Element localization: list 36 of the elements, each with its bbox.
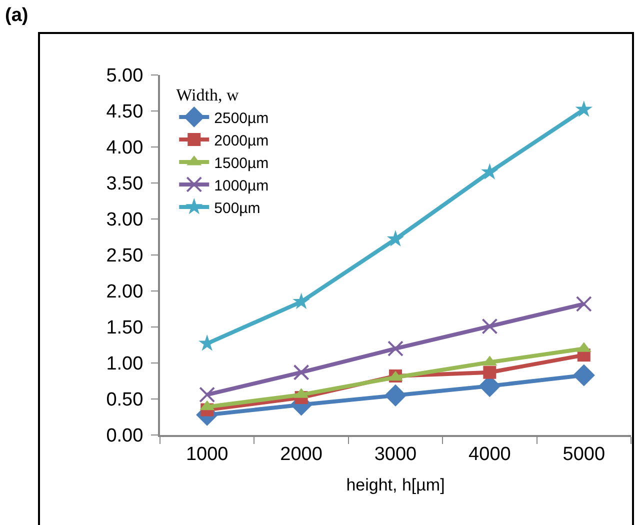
x-axis-title: height, h[µm] <box>346 476 445 495</box>
legend-label: 1500µm <box>214 154 269 172</box>
legend-label: 2000µm <box>214 132 269 150</box>
point <box>575 100 593 117</box>
y-tick-label: 5.00 <box>106 66 144 87</box>
point <box>199 386 216 403</box>
y-tick-label: 2.00 <box>106 282 144 303</box>
y-tick-label: 1.50 <box>106 318 144 339</box>
point <box>572 364 595 386</box>
point <box>481 163 498 180</box>
y-tick-label: 4.00 <box>106 138 144 159</box>
x-tick-label: 3000 <box>374 444 417 465</box>
chart-title: (a) <box>5 5 28 26</box>
point <box>482 318 498 334</box>
legend-label: 2500µm <box>214 110 269 127</box>
legend-label: 1000µm <box>214 177 269 194</box>
legend-title: Width, w <box>176 86 240 105</box>
point <box>576 296 592 312</box>
point <box>293 364 310 380</box>
legend-label: 500µm <box>214 200 260 217</box>
point <box>388 340 404 357</box>
y-tick-label: 0.50 <box>106 390 144 411</box>
y-tick-label: 1.00 <box>106 354 144 375</box>
point <box>483 366 496 379</box>
x-tick-label: 4000 <box>468 444 511 465</box>
point <box>292 292 310 310</box>
point <box>386 230 404 247</box>
x-tick-label: 1000 <box>186 444 228 465</box>
y-tick-label: 0.00 <box>106 426 144 447</box>
y-tick-label: 2.50 <box>106 246 144 267</box>
x-tick-label: 5000 <box>562 444 606 465</box>
y-tick-label: 3.50 <box>106 174 144 195</box>
x-tick-label: 2000 <box>280 444 322 465</box>
y-tick-label: 3.00 <box>106 210 144 231</box>
y-tick-label: 4.50 <box>106 102 144 123</box>
point <box>384 384 407 406</box>
